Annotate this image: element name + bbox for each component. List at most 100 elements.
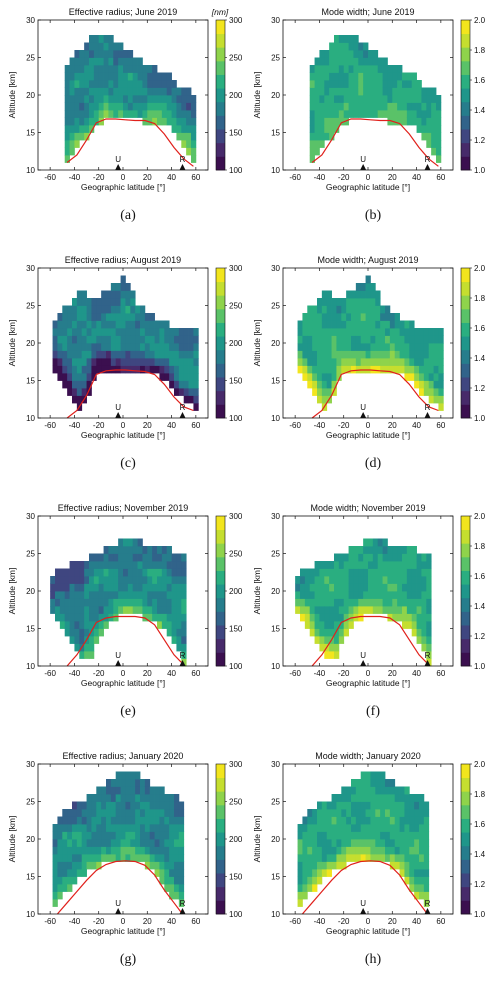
panel-title: Mode width; August 2019 xyxy=(317,255,418,265)
y-tick-label: 20 xyxy=(26,91,35,100)
heatmap-cell xyxy=(355,831,362,840)
colorbar-swatch xyxy=(461,142,470,157)
heatmap-cell xyxy=(164,884,170,892)
heatmap-cell xyxy=(169,801,175,810)
x-axis-label: Geographic latitude [°] xyxy=(326,678,410,688)
heatmap-cell xyxy=(130,320,136,329)
heatmap-cell xyxy=(161,553,168,562)
heatmap-cell xyxy=(385,801,391,810)
heatmap-cell xyxy=(79,636,85,644)
heatmap-cell xyxy=(372,591,379,599)
heatmap-cell xyxy=(336,305,342,314)
heatmap-cell xyxy=(157,613,163,622)
colorbar-swatch xyxy=(216,832,225,847)
heatmap-cell xyxy=(178,824,185,832)
heatmap-cell xyxy=(336,809,342,817)
heatmap-cell xyxy=(343,621,349,629)
heatmap-cell xyxy=(152,598,158,607)
heatmap-cell xyxy=(409,884,415,892)
heatmap-cell xyxy=(98,606,104,614)
heatmap-cell xyxy=(297,824,303,832)
heatmap-cell xyxy=(368,598,374,607)
heatmap-cell xyxy=(193,373,199,381)
heatmap-cell xyxy=(324,87,330,96)
heatmap-cell xyxy=(74,613,80,622)
x-tick-label: 60 xyxy=(191,421,200,430)
heatmap-cell xyxy=(382,598,388,607)
heatmap-cell xyxy=(365,335,371,344)
heatmap-cell xyxy=(380,343,386,351)
heatmap-cell xyxy=(346,816,352,825)
heatmap-cell xyxy=(326,861,332,870)
heatmap-cell xyxy=(120,786,126,795)
heatmap-cell xyxy=(385,305,391,314)
heatmap-cell xyxy=(135,809,141,817)
heatmap-cell xyxy=(113,95,119,103)
heatmap-cell xyxy=(164,869,170,877)
heatmap-cell xyxy=(365,298,371,306)
heatmap-cell xyxy=(147,553,153,562)
heatmap-cell xyxy=(334,50,340,58)
heatmap-cell xyxy=(402,102,408,111)
heatmap-cell xyxy=(96,358,102,366)
heatmap-cell xyxy=(314,606,320,614)
heatmap-cell xyxy=(304,576,311,584)
heatmap-cell xyxy=(72,305,78,314)
station-label: U xyxy=(115,155,121,164)
heatmap-cell xyxy=(86,305,92,314)
heatmap-cell xyxy=(169,884,175,892)
heatmap-cell xyxy=(132,110,138,118)
heatmap-cell xyxy=(93,110,100,118)
heatmap-cell xyxy=(409,839,415,847)
heatmap-cell xyxy=(402,80,408,88)
heatmap-cell xyxy=(140,831,146,840)
heatmap-cell xyxy=(385,358,391,366)
heatmap-cell xyxy=(106,290,112,299)
heatmap-cell xyxy=(351,358,357,366)
heatmap-cell xyxy=(101,305,107,314)
heatmap-cell xyxy=(62,861,68,870)
colorbar-swatch xyxy=(216,791,225,806)
heatmap-cell xyxy=(351,298,357,306)
heatmap-cell xyxy=(334,636,340,644)
heatmap-cell xyxy=(137,598,143,607)
heatmap-cell xyxy=(321,801,328,810)
heatmap-cell xyxy=(108,568,114,577)
heatmap-cell xyxy=(103,553,109,562)
heatmap-cell xyxy=(326,358,332,366)
heatmap-cell xyxy=(304,606,311,614)
heatmap-cell xyxy=(62,869,68,877)
panel-e: Effective radius; November 2019-60 -40 -20… xyxy=(7,503,243,688)
heatmap-cell xyxy=(171,598,177,607)
heatmap-cell xyxy=(341,854,347,862)
heatmap-cell xyxy=(135,350,141,359)
heatmap-cell xyxy=(416,110,422,118)
heatmap-cell xyxy=(365,824,371,832)
heatmap-cell xyxy=(343,591,349,599)
heatmap-cell xyxy=(74,628,80,637)
heatmap-cell xyxy=(69,598,75,607)
heatmap-cell xyxy=(74,57,80,66)
heatmap-cell xyxy=(438,388,444,396)
heatmap-cell xyxy=(115,283,121,291)
heatmap-cell xyxy=(402,621,408,629)
heatmap-cell xyxy=(375,343,381,351)
heatmap-cell xyxy=(188,328,194,336)
colorbar-swatch xyxy=(461,322,470,337)
heatmap-cell xyxy=(431,147,437,156)
heatmap-cell xyxy=(154,328,160,336)
station-marker xyxy=(115,164,122,170)
heatmap-cell xyxy=(411,613,417,622)
heatmap-cell xyxy=(113,583,119,592)
heatmap-cell xyxy=(79,87,85,96)
heatmap-cell xyxy=(76,358,83,366)
heatmap-cell xyxy=(81,824,87,832)
heatmap-cell xyxy=(358,591,364,599)
colorbar-swatch xyxy=(216,390,225,405)
heatmap-cell xyxy=(382,95,388,103)
heatmap-cell xyxy=(96,343,102,351)
heatmap-cell xyxy=(353,576,359,584)
heatmap-cell xyxy=(304,621,311,629)
heatmap-cell xyxy=(380,328,386,336)
heatmap-cell xyxy=(406,110,413,118)
